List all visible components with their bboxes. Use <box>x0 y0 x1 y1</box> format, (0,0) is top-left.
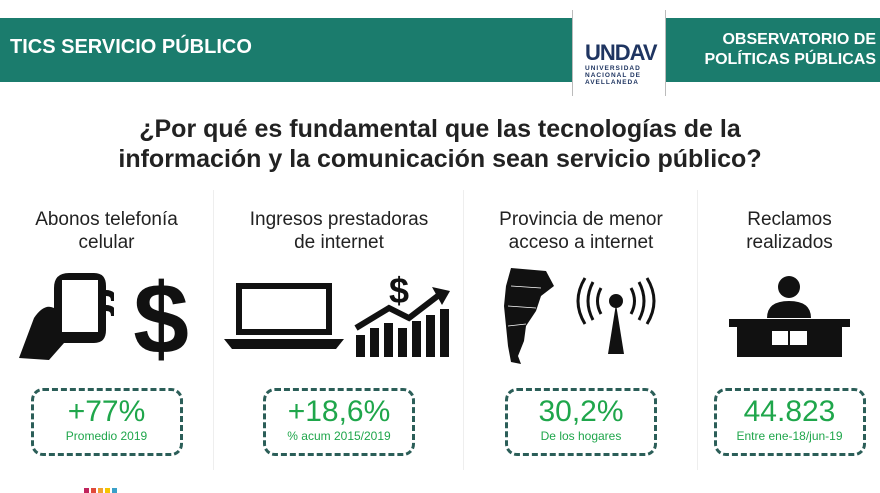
stat-box: +77% Promedio 2019 <box>30 388 183 456</box>
laptop-icon <box>224 282 344 349</box>
header-bar <box>0 18 880 82</box>
stat-box: +18,6%% acum 2015/2019 <box>263 388 415 456</box>
argentina-map-icon <box>504 267 554 364</box>
undav-logo: UNDAV UNIVERSIDAD NACIONAL DE AVELLANEDA <box>572 10 666 96</box>
dollar-icon: $ <box>133 268 189 363</box>
observatorio-title: OBSERVATORIO DE POLÍTICAS PÚBLICAS <box>704 31 876 68</box>
column-abonos: Abonos telefonía celular $ +77% Promedio 2… <box>0 190 213 470</box>
column-ingresos: Ingresos prestadoras de internet $ +18,6%… <box>213 190 464 470</box>
svg-text:$: $ <box>389 273 409 311</box>
page-title: TICS SERVICIO PÚBLICO <box>10 36 252 58</box>
column-provincia: Provincia de menor acceso a internet 30,2… <box>463 190 698 470</box>
money-growth-chart-icon: $ <box>354 273 450 357</box>
antenna-icon <box>576 276 656 354</box>
phone-hand-icon <box>19 273 114 360</box>
color-strip <box>84 488 117 493</box>
stat-box: 44.823 Entre ene-18/jun-19 <box>713 388 866 456</box>
column-reclamos: Reclamos realizados 44.823 Entre ene-18/ju… <box>697 190 880 470</box>
stat-box: 30,2% De los hogares <box>505 388 657 456</box>
person-desk-icon <box>729 276 850 357</box>
main-question: ¿Por qué es fundamental que las tecnolog… <box>118 115 762 173</box>
svg-text:$: $ <box>133 268 189 363</box>
